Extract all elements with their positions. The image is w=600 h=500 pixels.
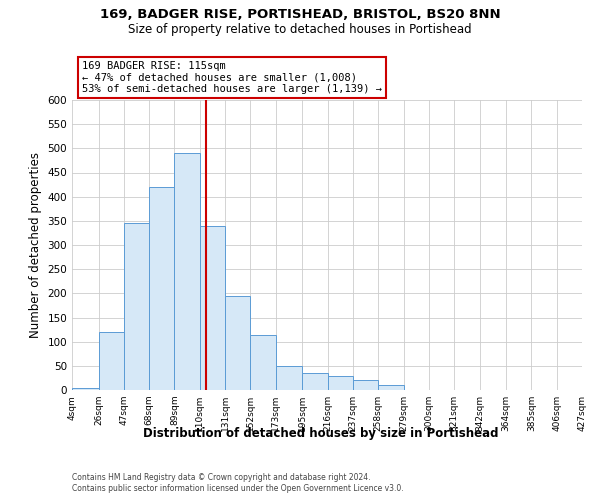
Bar — [124, 223, 149, 390]
Bar — [175, 153, 200, 390]
Bar — [328, 376, 353, 390]
Text: Contains public sector information licensed under the Open Government Licence v3: Contains public sector information licen… — [72, 484, 404, 493]
Bar — [378, 385, 404, 390]
Bar — [72, 388, 98, 390]
Text: Size of property relative to detached houses in Portishead: Size of property relative to detached ho… — [128, 22, 472, 36]
Bar — [225, 296, 250, 390]
Bar — [98, 332, 124, 390]
Bar — [149, 187, 175, 390]
Y-axis label: Number of detached properties: Number of detached properties — [29, 152, 42, 338]
Bar — [302, 373, 328, 390]
Bar — [276, 366, 302, 390]
Text: Contains HM Land Registry data © Crown copyright and database right 2024.: Contains HM Land Registry data © Crown c… — [72, 472, 371, 482]
Text: 169 BADGER RISE: 115sqm
← 47% of detached houses are smaller (1,008)
53% of semi: 169 BADGER RISE: 115sqm ← 47% of detache… — [82, 61, 382, 94]
Bar — [200, 226, 225, 390]
Bar — [250, 336, 276, 390]
Bar — [353, 380, 378, 390]
Text: 169, BADGER RISE, PORTISHEAD, BRISTOL, BS20 8NN: 169, BADGER RISE, PORTISHEAD, BRISTOL, B… — [100, 8, 500, 20]
Text: Distribution of detached houses by size in Portishead: Distribution of detached houses by size … — [143, 428, 499, 440]
